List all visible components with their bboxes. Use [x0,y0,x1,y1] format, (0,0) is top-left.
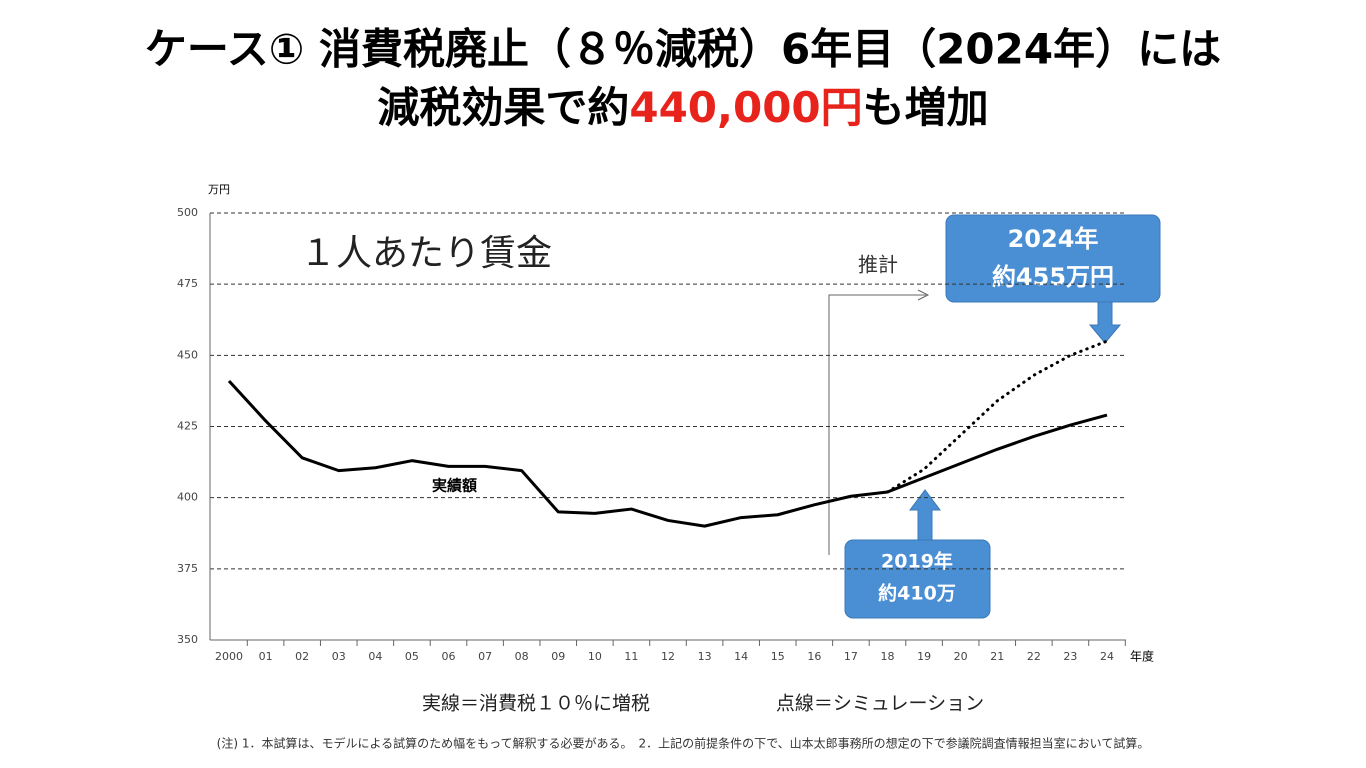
callout-box [945,214,1161,303]
x-tick-label: 01 [259,650,273,663]
x-tick-label: 04 [368,650,382,663]
callout-text: 2024年 [1008,225,1099,253]
x-tick-label: 13 [698,650,712,663]
y-tick-label: 450 [177,348,198,361]
chart-label: １人あたり賃金 [300,233,552,274]
x-tick-label: 17 [844,650,858,663]
legend-entry: 実線＝消費税１０％に増税 [422,693,650,715]
title-text: も増加 [863,83,989,132]
x-tick-label: 22 [1027,650,1041,663]
series-line [886,339,1109,494]
y-tick-label: 500 [177,206,198,219]
x-tick-label: 11 [624,650,638,663]
x-tick-label: 23 [1063,650,1077,663]
title-text: 減税効果で約 [377,83,629,132]
callout-text: 約455万円 [992,263,1114,291]
x-tick-label: 08 [515,650,529,663]
callout-text: 2019年 [881,550,953,573]
x-tick-label: 09 [551,650,565,663]
x-tick-label: 07 [478,650,492,663]
x-tick-label: 20 [954,650,968,663]
x-tick-label: 15 [771,650,785,663]
callout-arrow [1088,301,1122,344]
x-tick-label: 2000 [215,650,243,663]
x-tick-label: 16 [807,650,821,663]
title-line2: 減税効果で約440,000円も増加 [377,83,988,132]
title-highlight: 440,000円 [629,83,862,132]
y-tick-label: 375 [177,562,198,575]
legend-entry: 点線＝シミュレーション [776,693,984,715]
x-tick-label: 12 [661,650,675,663]
x-tick-label: 03 [332,650,346,663]
x-tick-label: 06 [442,650,456,663]
x-tick-label: 18 [881,650,895,663]
x-tick-label: 05 [405,650,419,663]
y-tick-label: 475 [177,277,198,290]
x-unit: 年度 [1130,649,1154,664]
series-line [227,379,1108,528]
x-tick-label: 24 [1100,650,1114,663]
estimate-arrow [828,289,930,555]
annotation: 推計 [858,253,898,277]
y-tick-label: 425 [177,420,198,433]
y-tick-label: 400 [177,491,198,504]
x-tick-label: 19 [917,650,931,663]
y-tick-label: 350 [177,633,198,646]
x-tick-label: 02 [295,650,309,663]
x-tick-label: 10 [588,650,602,663]
callout-text: 約410万 [878,582,956,605]
y-unit: 万円 [208,183,230,196]
annotation: 実績額 [432,477,477,495]
x-tick-label: 21 [990,650,1004,663]
footnote: (注) 1．本試算は、モデルによる試算のため幅をもって解釈する必要がある。 2．… [217,736,1150,751]
x-tick-label: 14 [734,650,748,663]
title-line1: ケース① 消費税廃止（８％減税）6年目（2024年）には [145,25,1221,74]
callout-arrow [909,489,941,541]
